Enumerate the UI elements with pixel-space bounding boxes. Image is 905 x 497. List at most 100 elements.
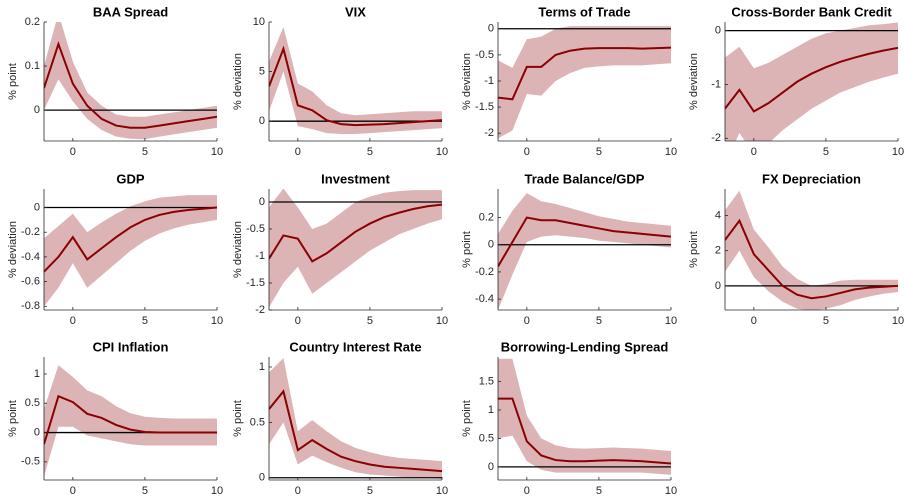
x-tick-label: 10 <box>892 315 904 327</box>
x-tick-label: 0 <box>751 315 757 327</box>
y-axis-label: % point <box>7 400 19 437</box>
response-line <box>725 218 898 300</box>
response-line <box>725 46 898 113</box>
y-axis-label: % point <box>232 400 244 437</box>
panel: FX Depreciation % point 0 2 4 0 5 10 <box>688 171 904 326</box>
y-axis-label: % deviation <box>688 53 700 110</box>
panel: BAA Spread % point 0 0.1 0.2 0 5 10 <box>7 4 223 157</box>
panel-title: Country Interest Rate <box>289 339 421 354</box>
y-tick-label: 0 <box>715 280 721 292</box>
x-tick-label: 0 <box>751 146 757 158</box>
x-tick-label: 0 <box>295 485 301 497</box>
y-tick-label: -0.2 <box>475 266 494 278</box>
x-tick-label: 10 <box>211 485 223 497</box>
y-tick-label: -1.5 <box>246 277 265 289</box>
y-axis-label: % deviation <box>232 221 244 278</box>
y-tick-label: 4 <box>715 209 721 221</box>
x-tick-label: 0 <box>295 146 301 158</box>
confidence-band <box>498 358 671 475</box>
x-tick-label: 5 <box>367 146 373 158</box>
x-tick-label: 0 <box>70 485 76 497</box>
y-tick-label: -0.5 <box>475 49 494 61</box>
panel-title: Borrowing-Lending Spread <box>501 339 669 354</box>
panel-title: Investment <box>321 171 390 186</box>
x-tick-label: 10 <box>665 146 677 158</box>
x-tick-label: 5 <box>596 485 602 497</box>
y-tick-label: 0.2 <box>479 211 494 223</box>
x-tick-label: 10 <box>211 315 223 327</box>
x-tick-label: 10 <box>211 146 223 158</box>
panel: Cross-Border Bank Credit % deviation -2 -1 0… <box>688 4 904 158</box>
y-axis-label: % deviation <box>7 221 19 278</box>
x-tick-label: 0 <box>524 315 530 327</box>
panel-title: GDP <box>116 171 145 186</box>
y-axis-label: % point <box>461 400 473 437</box>
confidence-band <box>498 193 671 310</box>
y-tick-label: -1 <box>711 78 721 90</box>
confidence-band <box>725 190 898 310</box>
x-tick-label: 0 <box>524 485 530 497</box>
y-tick-label: -0.8 <box>21 300 40 312</box>
panel: CPI Inflation% point-0.500.510 5 10 <box>7 339 223 496</box>
panel-title: VIX <box>345 4 366 19</box>
y-tick-label: 1.5 <box>479 375 494 387</box>
y-axis-label: % point <box>461 231 473 268</box>
y-tick-label: -2 <box>484 127 494 139</box>
confidence-band <box>498 26 671 139</box>
y-axis-label: % point <box>7 63 19 100</box>
y-tick-label: -0.5 <box>246 223 265 235</box>
panel-title: CPI Inflation <box>93 339 169 354</box>
response-line <box>498 46 671 101</box>
response-line <box>269 203 442 263</box>
x-tick-label: 0 <box>70 315 76 327</box>
y-tick-label: 0 <box>715 25 721 37</box>
y-tick-label: 0 <box>259 115 265 127</box>
y-tick-label: 0 <box>488 239 494 251</box>
y-tick-label: 0.5 <box>25 397 40 409</box>
response-line <box>498 216 671 268</box>
y-tick-label: 0 <box>488 23 494 35</box>
y-tick-label: 10 <box>253 16 265 28</box>
x-tick-label: 5 <box>823 315 829 327</box>
y-tick-label: 1 <box>488 404 494 416</box>
y-tick-label: 0 <box>259 196 265 208</box>
x-tick-label: 5 <box>596 146 602 158</box>
x-tick-label: 10 <box>436 146 448 158</box>
y-tick-label: 0.5 <box>479 432 494 444</box>
y-tick-label: -1.5 <box>475 101 494 113</box>
response-line <box>44 206 217 273</box>
y-tick-label: 0 <box>34 426 40 438</box>
x-tick-label: 10 <box>892 146 904 158</box>
confidence-band <box>269 189 442 308</box>
y-tick-label: -0.5 <box>21 456 40 468</box>
panel-title: Trade Balance/GDP <box>525 171 645 186</box>
y-tick-label: 1 <box>34 368 40 380</box>
confidence-band <box>269 358 442 479</box>
y-tick-label: -2 <box>255 304 265 316</box>
response-line <box>44 40 217 129</box>
x-tick-label: 0 <box>524 146 530 158</box>
confidence-band <box>725 22 898 141</box>
x-tick-label: 5 <box>142 315 148 327</box>
y-tick-label: 5 <box>259 65 265 77</box>
y-tick-label: 0 <box>488 461 494 473</box>
confidence-band <box>44 195 217 307</box>
response-line <box>44 394 217 445</box>
y-tick-label: 2 <box>715 245 721 257</box>
x-tick-label: 5 <box>367 485 373 497</box>
y-tick-label: -0.4 <box>21 251 40 263</box>
y-tick-label: 0 <box>34 201 40 213</box>
x-tick-label: 5 <box>596 315 602 327</box>
response-line <box>269 389 442 473</box>
y-tick-label: 0.1 <box>25 60 40 72</box>
x-tick-label: 10 <box>436 485 448 497</box>
y-axis-label: % deviation <box>461 53 473 110</box>
x-tick-label: 5 <box>142 146 148 158</box>
response-line <box>498 397 671 465</box>
x-tick-label: 10 <box>665 315 677 327</box>
panel: VIX % deviation 0 5 10 0 5 10 <box>232 4 448 157</box>
y-tick-label: 0.5 <box>250 416 265 428</box>
y-tick-label: 0.2 <box>25 16 40 28</box>
